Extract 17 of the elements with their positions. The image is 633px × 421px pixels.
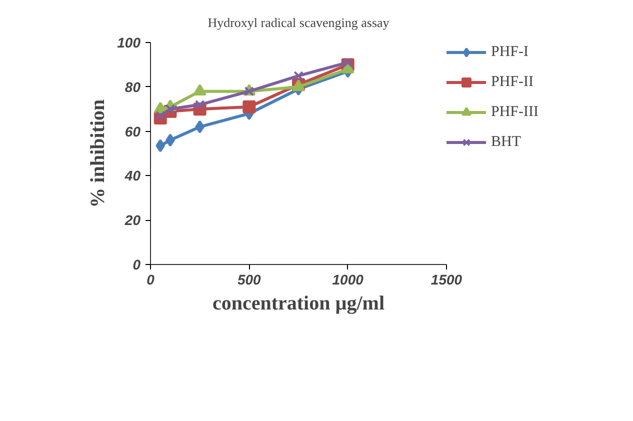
y-tick-label: 80 (124, 78, 141, 95)
x-tick-label: 1500 (430, 272, 462, 288)
x-tick-label: 0 (146, 272, 155, 288)
y-tick-label: 60 (124, 123, 141, 140)
legend-label: PHF-III (491, 104, 540, 120)
y-tick-label: 20 (124, 212, 141, 228)
x-tick-label: 500 (237, 272, 262, 288)
y-axis-title: % inhibition (87, 99, 110, 208)
legend-label: PHF-II (491, 74, 535, 90)
legend-label: BHT (491, 134, 522, 150)
legend-label: PHF-I (491, 44, 530, 60)
chart-title: Hydroxyl radical scavenging assay (208, 15, 390, 30)
y-tick-label: 100 (117, 34, 141, 50)
y-tick-label: 40 (124, 168, 141, 184)
x-axis-title: concentration µg/ml (212, 292, 385, 314)
x-tick-label: 1000 (332, 272, 364, 288)
y-tick-label: 0 (132, 256, 141, 272)
